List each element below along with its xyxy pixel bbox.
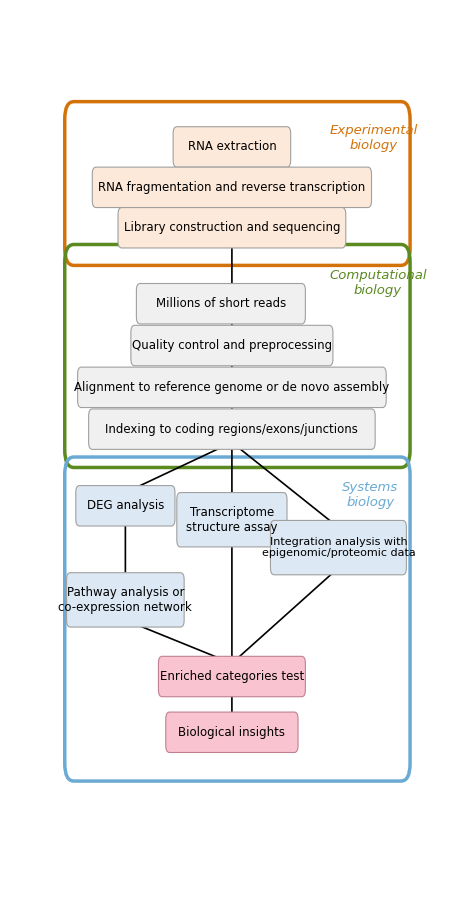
FancyBboxPatch shape [166,712,298,752]
Text: Computational
biology: Computational biology [329,269,427,297]
Text: Millions of short reads: Millions of short reads [156,297,286,310]
FancyBboxPatch shape [118,207,346,248]
FancyBboxPatch shape [76,486,175,526]
FancyBboxPatch shape [89,409,375,450]
Text: RNA fragmentation and reverse transcription: RNA fragmentation and reverse transcript… [98,181,365,194]
Text: Quality control and preprocessing: Quality control and preprocessing [132,339,332,352]
Text: Library construction and sequencing: Library construction and sequencing [124,221,340,234]
FancyBboxPatch shape [271,520,406,575]
FancyBboxPatch shape [78,367,386,407]
FancyBboxPatch shape [131,325,333,366]
FancyBboxPatch shape [177,492,287,547]
FancyBboxPatch shape [173,127,291,167]
Text: Integration analysis with
epigenomic/proteomic data: Integration analysis with epigenomic/pro… [262,537,415,558]
Text: Indexing to coding regions/exons/junctions: Indexing to coding regions/exons/junctio… [106,423,358,435]
Text: RNA extraction: RNA extraction [188,140,276,154]
FancyBboxPatch shape [66,573,184,627]
Text: Pathway analysis or
co-expression network: Pathway analysis or co-expression networ… [58,586,192,614]
Text: Alignment to reference genome or de novo assembly: Alignment to reference genome or de novo… [74,381,390,394]
Text: Experimental
biology: Experimental biology [329,124,418,152]
Text: Transcriptome
structure assay: Transcriptome structure assay [186,506,278,534]
FancyBboxPatch shape [158,656,305,697]
FancyBboxPatch shape [137,283,305,324]
Text: DEG analysis: DEG analysis [87,500,164,512]
Text: Systems
biology: Systems biology [342,481,398,510]
Text: Enriched categories test: Enriched categories test [160,670,304,683]
Text: Biological insights: Biological insights [178,726,285,738]
FancyBboxPatch shape [92,167,372,207]
